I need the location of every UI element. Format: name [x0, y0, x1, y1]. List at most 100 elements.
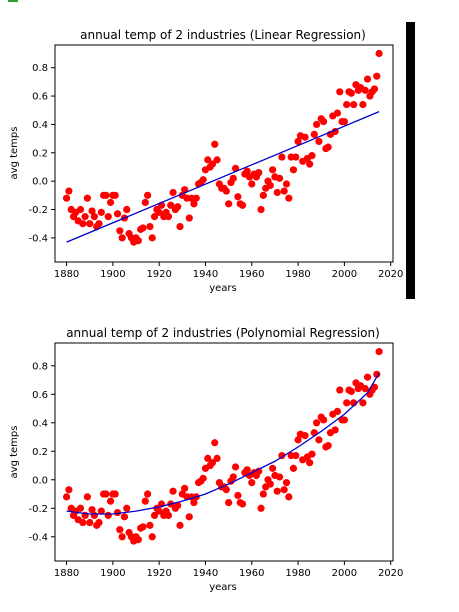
y-tick-label: 0.8	[32, 361, 48, 372]
data-point	[102, 191, 110, 199]
data-point	[181, 484, 189, 492]
data-point	[144, 490, 152, 498]
data-point	[324, 143, 332, 151]
data-point	[199, 176, 207, 184]
data-point	[169, 487, 177, 495]
data-point	[167, 201, 175, 209]
y-tick-label: -0.2	[28, 504, 48, 515]
regression-line	[66, 372, 380, 515]
y-tick-label: 0.2	[32, 148, 48, 159]
data-point	[347, 89, 355, 97]
data-point	[213, 454, 221, 463]
data-point	[280, 187, 288, 195]
x-axis-label: years	[209, 582, 237, 593]
data-point	[86, 518, 94, 527]
data-point	[248, 479, 256, 487]
data-point	[315, 436, 323, 444]
data-point	[174, 203, 182, 211]
data-point	[88, 207, 96, 215]
data-point	[106, 198, 115, 207]
data-point	[141, 198, 149, 207]
y-tick-label: -0.4	[28, 233, 48, 244]
data-point	[211, 140, 219, 148]
data-point	[289, 464, 298, 472]
data-point	[204, 454, 212, 463]
data-point	[343, 399, 351, 407]
data-point	[282, 180, 291, 188]
data-point	[111, 191, 119, 199]
data-point	[118, 533, 126, 541]
data-point	[113, 508, 122, 517]
data-point	[340, 416, 348, 424]
y-tick-label: 0.0	[32, 475, 48, 486]
data-point	[88, 506, 96, 514]
data-point	[155, 208, 163, 216]
linear-regression-chart: annual temp of 2 industries (Linear Regr…	[9, 28, 403, 294]
data-point	[269, 166, 277, 174]
x-tick-label: 1920	[146, 269, 171, 280]
output-scrollbar[interactable]	[406, 22, 415, 299]
x-tick-label: 1880	[54, 269, 79, 280]
data-point	[248, 180, 256, 188]
data-point	[373, 72, 381, 80]
data-point	[116, 227, 124, 235]
data-point	[120, 513, 129, 521]
data-point	[90, 511, 98, 520]
x-tick-label: 2000	[332, 568, 357, 579]
y-tick-label: 0.6	[32, 92, 48, 103]
data-point	[259, 490, 267, 498]
data-point	[231, 463, 240, 471]
data-point	[238, 500, 247, 508]
data-point	[81, 213, 89, 221]
data-point	[116, 526, 124, 534]
data-point	[259, 191, 267, 199]
data-point	[350, 100, 358, 109]
data-point	[146, 521, 154, 529]
chart-title: annual temp of 2 industries (Polynomial …	[66, 326, 380, 340]
data-point	[315, 137, 323, 146]
data-point	[375, 49, 383, 58]
data-point	[229, 473, 237, 481]
axes-frame	[54, 44, 394, 263]
x-tick-label: 1900	[100, 269, 125, 280]
x-tick-label: 2000	[332, 269, 357, 280]
data-point	[257, 205, 265, 214]
data-point	[169, 188, 177, 197]
data-point	[306, 459, 314, 467]
plot-area	[62, 49, 383, 246]
data-point	[86, 220, 94, 228]
data-point	[83, 493, 92, 501]
data-point	[79, 518, 87, 527]
data-point	[111, 490, 119, 498]
data-point	[319, 117, 328, 126]
data-point	[266, 181, 274, 190]
data-point	[333, 407, 342, 415]
cell-indicator	[8, 0, 18, 2]
data-point	[185, 214, 193, 222]
y-tick-label: 0.0	[32, 177, 48, 188]
data-point	[363, 373, 372, 381]
data-point	[141, 497, 149, 505]
data-point	[294, 436, 302, 444]
data-point	[319, 416, 328, 424]
data-point	[333, 109, 342, 117]
data-point	[123, 504, 131, 512]
data-point	[280, 486, 288, 494]
data-point	[62, 194, 71, 202]
data-point	[310, 130, 318, 138]
y-axis-label: avg temps	[9, 127, 20, 180]
x-tick-label: 1960	[239, 269, 264, 280]
data-point	[257, 504, 265, 512]
data-point	[370, 383, 379, 391]
x-tick-label: 1980	[285, 568, 310, 579]
data-point	[164, 511, 173, 520]
data-point	[275, 174, 284, 182]
data-point	[278, 153, 286, 161]
data-point	[336, 386, 344, 394]
y-tick-label: 0.2	[32, 447, 48, 458]
axes-frame	[54, 342, 394, 562]
data-point	[361, 86, 369, 94]
x-tick-label: 2020	[378, 568, 403, 579]
data-point	[331, 426, 339, 434]
